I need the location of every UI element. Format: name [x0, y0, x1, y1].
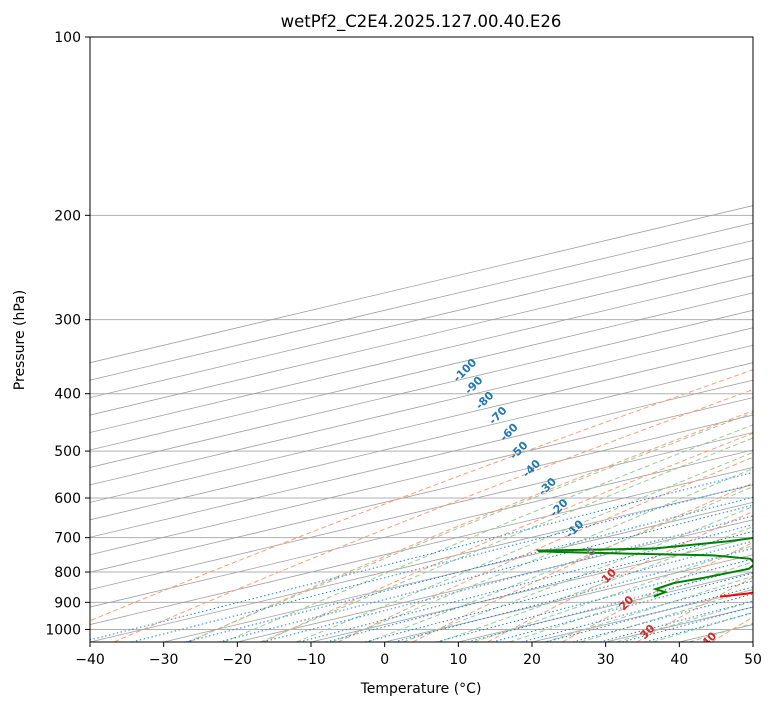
y-tick-label: 500	[54, 444, 81, 460]
isotherm--190	[90, 222, 753, 381]
y-tick-label: 1000	[45, 622, 81, 638]
isotherm--50	[90, 467, 753, 625]
dry-adiabat--20	[263, 432, 753, 642]
isotherm--130	[90, 327, 753, 486]
moist-adiabat--20	[259, 437, 753, 642]
dry-adiabat-10	[487, 510, 753, 642]
mixing-ratio-line-6	[436, 558, 753, 642]
moist-adiabat-20	[544, 575, 753, 642]
isotherm--60	[90, 449, 753, 608]
x-tick-label: 10	[449, 652, 467, 668]
x-tick-label: −30	[149, 652, 179, 668]
y-tick-label: 700	[54, 531, 81, 547]
dry-adiabat--40	[113, 389, 753, 642]
y-tick-label: 300	[54, 313, 81, 329]
x-tick-label: 20	[523, 652, 541, 668]
moist-adiabat--15	[296, 451, 753, 642]
isotherm--150	[90, 292, 753, 451]
chart-title: wetPf2_C2E4.2025.127.00.40.E26	[281, 12, 562, 32]
y-tick-label: 200	[54, 208, 81, 224]
y-tick-label: 100	[54, 30, 81, 46]
sounding-series	[535, 536, 753, 598]
isotherm--80	[90, 414, 753, 573]
isotherm--70	[90, 432, 753, 591]
moist-adiabat--30	[187, 412, 753, 642]
y-tick-label: 800	[54, 565, 81, 581]
dewpoint-profile	[535, 536, 753, 598]
mixing-ratio-lines	[90, 471, 753, 642]
x-axis: −40 −30 −20 −10 0 10 20 30 40 50	[75, 642, 762, 668]
x-axis-title: Temperature (°C)	[360, 681, 482, 697]
x-tick-label: 40	[670, 652, 688, 668]
x-tick-label: −10	[296, 652, 326, 668]
isotherm--180	[90, 240, 753, 399]
isotherm--170	[90, 257, 753, 416]
y-axis: 100 200 300 400 500 600 700 800 900 1000	[45, 30, 90, 638]
isotherm--200	[90, 205, 753, 364]
plot-frame	[89, 36, 754, 643]
moist-adiabat-0	[402, 505, 753, 642]
moist-adiabat-10	[473, 544, 753, 642]
x-tick-label: 30	[597, 652, 615, 668]
mixing-ratio-line-4	[394, 547, 753, 642]
isotherm--90	[90, 397, 753, 556]
pressure-gridlines	[90, 37, 753, 630]
isotherm--40	[90, 484, 753, 642]
isotherm--20	[237, 519, 753, 642]
moist-adiabat--25	[223, 424, 753, 642]
y-tick-label: 400	[54, 387, 81, 403]
x-tick-label: −20	[223, 652, 253, 668]
mixing-ratio-line-1	[262, 515, 753, 642]
x-tick-label: 50	[744, 652, 762, 668]
isotherm--30	[163, 501, 753, 642]
x-tick-label: 0	[380, 652, 389, 668]
mixing-ratio-line-0.2	[131, 483, 753, 642]
mixing-ratio-line-8	[467, 566, 753, 642]
y-axis-title: Pressure (hPa)	[12, 290, 28, 390]
y-tick-label: 900	[54, 595, 81, 611]
x-tick-label: −40	[75, 652, 105, 668]
isotherm--140	[90, 309, 753, 468]
mixing-ratio-line-1.5	[299, 524, 753, 642]
moist-adiabat--10	[331, 468, 753, 642]
mixing-ratio-line-3	[365, 540, 753, 642]
dry-adiabat--50	[90, 369, 753, 622]
y-tick-label: 600	[54, 491, 81, 507]
isotherm-lines	[90, 205, 753, 642]
isotherm--160	[90, 275, 753, 433]
moist-adiabat-lines	[187, 412, 753, 642]
